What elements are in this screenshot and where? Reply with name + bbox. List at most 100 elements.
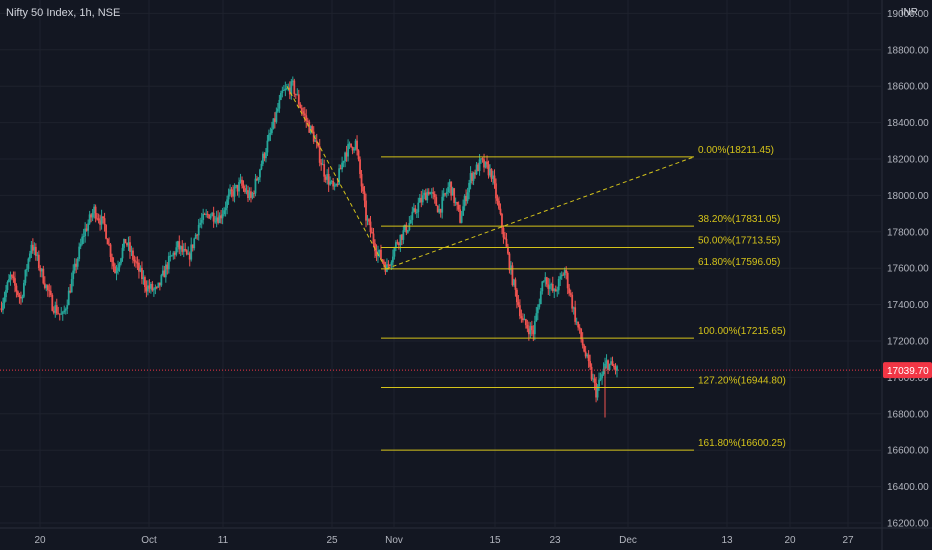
candle-body (409, 219, 412, 224)
candle-body (483, 159, 485, 168)
candle-body (81, 236, 84, 245)
candle-body (67, 290, 70, 306)
candle-body (299, 104, 302, 109)
candle-body (25, 268, 28, 270)
candle-body (42, 268, 45, 284)
candle-body (251, 192, 254, 198)
candle-body (599, 378, 602, 380)
candle-body (149, 283, 152, 289)
candle-body (257, 177, 260, 181)
candle-body (23, 282, 25, 297)
candle-body (87, 223, 90, 231)
candle-body (474, 172, 476, 175)
fib-trend-line (385, 156, 695, 270)
candle-body (250, 191, 252, 198)
candle-body (46, 285, 49, 291)
price-tick-label: 16200.00 (887, 519, 929, 530)
candle-body (21, 296, 24, 299)
candle-body (305, 115, 308, 121)
candle-body (248, 191, 251, 199)
fib-level-label: 0.00%(18211.45) (698, 145, 774, 156)
candle-body (0, 308, 3, 311)
candle-body (145, 287, 148, 292)
candle-body (268, 134, 270, 141)
candle-body (193, 238, 196, 249)
candle-body (51, 294, 54, 311)
candle-body (480, 158, 482, 160)
fib-level-label: 61.80%(17596.05) (698, 257, 780, 268)
candle-body (329, 181, 332, 185)
candle-body (138, 262, 140, 272)
candle-body (3, 297, 6, 304)
candle-body (462, 206, 465, 216)
candle-body (365, 200, 367, 221)
candle-body (412, 208, 415, 212)
candle-body (501, 213, 503, 228)
candle-body (43, 283, 46, 288)
candle-body (118, 263, 121, 268)
candle-body (394, 242, 397, 248)
candle-body (241, 179, 243, 186)
candle-body (105, 225, 107, 239)
candle-body (381, 259, 384, 262)
candle-body (11, 274, 13, 277)
candle-body (504, 237, 506, 239)
candle-body (353, 148, 355, 151)
candle-body (34, 246, 37, 256)
candle-body (424, 192, 427, 201)
candle-body (344, 152, 347, 162)
candle-body (520, 316, 523, 319)
candle-body (9, 274, 12, 280)
candle-body (229, 189, 231, 195)
candle-body (510, 265, 512, 271)
candle-body (28, 253, 31, 259)
candle-body (157, 282, 160, 288)
candle-body (544, 277, 547, 281)
price-tick-label: 16600.00 (887, 446, 929, 457)
candle-body (72, 270, 75, 280)
candle-body (129, 242, 131, 252)
candle-body (148, 285, 151, 289)
candle-body (109, 244, 112, 258)
candle-body (260, 163, 263, 170)
candle-body (545, 277, 548, 285)
candle-body (311, 126, 314, 132)
candle-body (279, 92, 282, 100)
candle-body (141, 267, 143, 280)
candle-body (589, 361, 592, 367)
candle-body (206, 213, 209, 215)
candle-body (538, 304, 541, 308)
candle-body (468, 182, 470, 193)
candle-body (296, 94, 299, 96)
candle-body (91, 213, 94, 218)
candle-body (224, 207, 227, 211)
candle-body (48, 290, 51, 292)
candle-body (176, 241, 179, 248)
candle-body (100, 216, 103, 225)
candle-body (562, 274, 565, 276)
candle-body (40, 268, 43, 272)
candle-body (477, 164, 479, 171)
candle-body (117, 267, 119, 271)
candle-body (233, 186, 236, 197)
current-price-badge (883, 362, 932, 379)
price-tick-label: 18800.00 (887, 45, 929, 56)
candle-body (426, 191, 429, 201)
candle-body (179, 246, 182, 250)
candle-body (76, 258, 79, 267)
candle-body (420, 197, 423, 203)
time-axis: 20 Oct 11 25 Nov 15 23 Dec 13 20 27 (34, 535, 854, 546)
candle-body (442, 193, 445, 197)
candle-body (454, 202, 457, 204)
candle-body (18, 295, 21, 297)
candle-body (8, 279, 10, 283)
candle-body (166, 264, 169, 270)
candle-body (151, 283, 154, 291)
candle-body (560, 274, 563, 277)
time-tick-label: 20 (784, 535, 796, 546)
candle-body (33, 246, 36, 251)
candle-body (272, 118, 275, 129)
candle-body (308, 121, 311, 133)
candle-body (450, 181, 453, 196)
